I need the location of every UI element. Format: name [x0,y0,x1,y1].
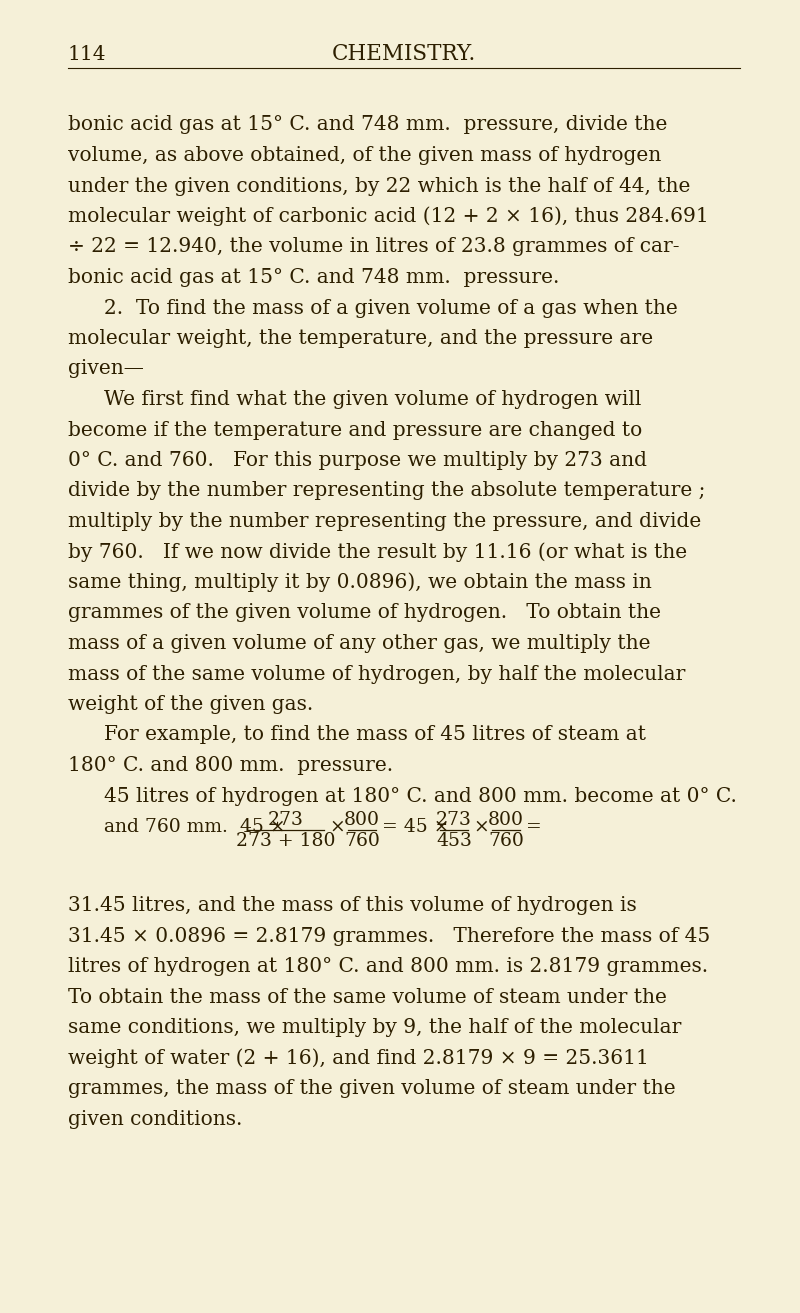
Text: 31.45 litres, and the mass of this volume of hydrogen is: 31.45 litres, and the mass of this volum… [68,897,637,915]
Text: multiply by the number representing the pressure, and divide: multiply by the number representing the … [68,512,702,530]
Text: divide by the number representing the absolute temperature ;: divide by the number representing the ab… [68,482,706,500]
Text: 114: 114 [68,45,106,64]
Text: =: = [520,818,542,836]
Text: and 760 mm.  45 ×: and 760 mm. 45 × [104,818,292,836]
Text: bonic acid gas at 15° C. and 748 mm.  pressure.: bonic acid gas at 15° C. and 748 mm. pre… [68,268,559,288]
Text: weight of the given gas.: weight of the given gas. [68,695,314,714]
Text: molecular weight, the temperature, and the pressure are: molecular weight, the temperature, and t… [68,330,653,348]
Text: To obtain the mass of the same volume of steam under the: To obtain the mass of the same volume of… [68,987,667,1007]
Text: 800: 800 [344,811,380,829]
Text: = 45 ×: = 45 × [376,818,455,836]
Text: We first find what the given volume of hydrogen will: We first find what the given volume of h… [104,390,642,410]
Text: 31.45 × 0.0896 = 2.8179 grammes.   Therefore the mass of 45: 31.45 × 0.0896 = 2.8179 grammes. Therefo… [68,927,710,945]
Text: 273 + 180: 273 + 180 [236,832,336,850]
Text: ÷ 22 = 12.940, the volume in litres of 23.8 grammes of car-: ÷ 22 = 12.940, the volume in litres of 2… [68,238,679,256]
Text: 800: 800 [488,811,524,829]
Text: ×: × [468,818,496,836]
Text: given conditions.: given conditions. [68,1109,242,1129]
Text: 273: 273 [268,811,304,829]
Text: 180° C. and 800 mm.  pressure.: 180° C. and 800 mm. pressure. [68,756,393,775]
Text: weight of water (2 + 16), and find 2.8179 × 9 = 25.3611: weight of water (2 + 16), and find 2.817… [68,1048,649,1067]
Text: ×: × [324,818,352,836]
Text: 45 litres of hydrogen at 180° C. and 800 mm. become at 0° C.: 45 litres of hydrogen at 180° C. and 800… [104,786,737,805]
Text: 273: 273 [436,811,472,829]
Text: grammes of the given volume of hydrogen.   To obtain the: grammes of the given volume of hydrogen.… [68,604,661,622]
Text: 0° C. and 760.   For this purpose we multiply by 273 and: 0° C. and 760. For this purpose we multi… [68,450,647,470]
Text: 760: 760 [344,832,380,850]
Text: 760: 760 [488,832,524,850]
Text: same conditions, we multiply by 9, the half of the molecular: same conditions, we multiply by 9, the h… [68,1019,682,1037]
Text: grammes, the mass of the given volume of steam under the: grammes, the mass of the given volume of… [68,1079,676,1098]
Text: same thing, multiply it by 0.0896), we obtain the mass in: same thing, multiply it by 0.0896), we o… [68,572,652,592]
Text: given—: given— [68,360,144,378]
Text: mass of the same volume of hydrogen, by half the molecular: mass of the same volume of hydrogen, by … [68,664,686,684]
Text: 453: 453 [436,832,472,850]
Text: molecular weight of carbonic acid (12 + 2 × 16), thus 284.691: molecular weight of carbonic acid (12 + … [68,206,709,226]
Text: For example, to find the mass of 45 litres of steam at: For example, to find the mass of 45 litr… [104,726,646,744]
Text: bonic acid gas at 15° C. and 748 mm.  pressure, divide the: bonic acid gas at 15° C. and 748 mm. pre… [68,116,667,134]
Text: CHEMISTRY.: CHEMISTRY. [332,43,476,66]
Text: mass of a given volume of any other gas, we multiply the: mass of a given volume of any other gas,… [68,634,650,653]
Text: under the given conditions, by 22 which is the half of 44, the: under the given conditions, by 22 which … [68,176,690,196]
Text: litres of hydrogen at 180° C. and 800 mm. is 2.8179 grammes.: litres of hydrogen at 180° C. and 800 mm… [68,957,708,977]
Text: 2.  To find the mass of a given volume of a gas when the: 2. To find the mass of a given volume of… [104,298,678,318]
Text: by 760.   If we now divide the result by 11.16 (or what is the: by 760. If we now divide the result by 1… [68,542,687,562]
Text: volume, as above obtained, of the given mass of hydrogen: volume, as above obtained, of the given … [68,146,662,165]
Text: become if the temperature and pressure are changed to: become if the temperature and pressure a… [68,420,642,440]
